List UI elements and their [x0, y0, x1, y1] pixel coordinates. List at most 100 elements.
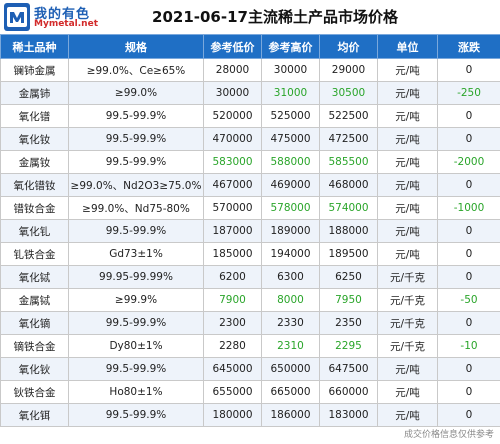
cell-name: 氧化钕 — [0, 127, 69, 151]
cell-change: 0 — [437, 311, 500, 335]
cell-low: 185000 — [203, 242, 262, 266]
column-header-spec: 规格 — [68, 34, 204, 59]
cell-change: -50 — [437, 288, 500, 312]
cell-low: 28000 — [203, 58, 262, 82]
cell-spec: 99.5-99.9% — [68, 104, 204, 128]
cell-unit: 元/吨 — [377, 219, 438, 243]
cell-unit: 元/吨 — [377, 242, 438, 266]
cell-high: 30000 — [261, 58, 320, 82]
column-header-low: 参考低价 — [203, 34, 262, 59]
logo-mark-icon — [4, 3, 30, 31]
cell-change: 0 — [437, 403, 500, 427]
cell-avg: 29000 — [319, 58, 378, 82]
cell-high: 469000 — [261, 173, 320, 197]
price-table: 稀土品种 规格 参考低价 参考高价 均价 单位 涨跌 镧铈金属 ≥99.0%、Ce… — [0, 34, 500, 427]
cell-change: 0 — [437, 127, 500, 151]
table-row: 氧化钆 99.5-99.9% 187000 189000 188000 元/吨 0 — [0, 219, 500, 243]
table-row: 氧化铽 99.95-99.99% 6200 6300 6250 元/千克 0 — [0, 265, 500, 289]
table-row: 氧化镝 99.5-99.9% 2300 2330 2350 元/千克 0 — [0, 311, 500, 335]
table-row: 镨钕合金 ≥99.0%、Nd75-80% 570000 578000 574000 元/吨… — [0, 196, 500, 220]
cell-name: 金属钕 — [0, 150, 69, 174]
cell-name: 镝铁合金 — [0, 334, 69, 358]
column-header-name: 稀土品种 — [0, 34, 69, 59]
cell-unit: 元/千克 — [377, 334, 438, 358]
cell-unit: 元/千克 — [377, 288, 438, 312]
cell-name: 钆铁合金 — [0, 242, 69, 266]
cell-spec: ≥99.0% — [68, 81, 204, 105]
cell-low: 180000 — [203, 403, 262, 427]
cell-avg: 660000 — [319, 380, 378, 404]
cell-high: 578000 — [261, 196, 320, 220]
cell-avg: 6250 — [319, 265, 378, 289]
cell-high: 189000 — [261, 219, 320, 243]
column-header-high: 参考高价 — [261, 34, 320, 59]
cell-high: 194000 — [261, 242, 320, 266]
cell-avg: 2295 — [319, 334, 378, 358]
cell-change: 0 — [437, 242, 500, 266]
cell-avg: 574000 — [319, 196, 378, 220]
cell-avg: 2350 — [319, 311, 378, 335]
table-row: 氧化钬 99.5-99.9% 645000 650000 647500 元/吨 0 — [0, 357, 500, 381]
cell-unit: 元/千克 — [377, 311, 438, 335]
cell-unit: 元/吨 — [377, 81, 438, 105]
logo-chinese-text: 我的有色 — [34, 7, 91, 22]
cell-unit: 元/吨 — [377, 150, 438, 174]
cell-name: 氧化铽 — [0, 265, 69, 289]
cell-spec: 99.5-99.9% — [68, 311, 204, 335]
cell-high: 2330 — [261, 311, 320, 335]
cell-unit: 元/吨 — [377, 357, 438, 381]
cell-low: 645000 — [203, 357, 262, 381]
table-row: 镧铈金属 ≥99.0%、Ce≥65% 28000 30000 29000 元/吨 0 — [0, 58, 500, 82]
cell-spec: 99.95-99.99% — [68, 265, 204, 289]
cell-low: 470000 — [203, 127, 262, 151]
cell-high: 8000 — [261, 288, 320, 312]
site-logo[interactable]: 我的有色 Mymetal.net — [4, 3, 108, 31]
cell-name: 氧化铒 — [0, 403, 69, 427]
cell-low: 7900 — [203, 288, 262, 312]
cell-change: 0 — [437, 58, 500, 82]
cell-avg: 189500 — [319, 242, 378, 266]
column-header-unit: 单位 — [377, 34, 438, 59]
cell-low: 2280 — [203, 334, 262, 358]
cell-unit: 元/吨 — [377, 196, 438, 220]
cell-name: 氧化钬 — [0, 357, 69, 381]
cell-low: 187000 — [203, 219, 262, 243]
cell-spec: ≥99.0%、Nd2O3≥75.0% — [68, 173, 204, 197]
cell-low: 655000 — [203, 380, 262, 404]
cell-unit: 元/千克 — [377, 265, 438, 289]
cell-avg: 7950 — [319, 288, 378, 312]
cell-name: 镨钕合金 — [0, 196, 69, 220]
cell-spec: Gd73±1% — [68, 242, 204, 266]
cell-avg: 468000 — [319, 173, 378, 197]
table-row: 镝铁合金 Dy80±1% 2280 2310 2295 元/千克 -10 — [0, 334, 500, 358]
footer-note: 成交价格信息仅供参考 — [403, 430, 494, 440]
cell-spec: Dy80±1% — [68, 334, 204, 358]
cell-unit: 元/吨 — [377, 58, 438, 82]
cell-name: 金属铽 — [0, 288, 69, 312]
cell-high: 6300 — [261, 265, 320, 289]
cell-avg: 188000 — [319, 219, 378, 243]
cell-spec: ≥99.9% — [68, 288, 204, 312]
cell-low: 520000 — [203, 104, 262, 128]
cell-change: 0 — [437, 173, 500, 197]
column-header-avg: 均价 — [319, 34, 378, 59]
cell-low: 30000 — [203, 81, 262, 105]
cell-name: 氧化镨 — [0, 104, 69, 128]
cell-unit: 元/吨 — [377, 173, 438, 197]
cell-spec: 99.5-99.9% — [68, 127, 204, 151]
table-row: 氧化镨 99.5-99.9% 520000 525000 522500 元/吨 0 — [0, 104, 500, 128]
price-table-body: 镧铈金属 ≥99.0%、Ce≥65% 28000 30000 29000 元/吨 0 金属铈 ≥… — [0, 58, 500, 427]
cell-change: -250 — [437, 81, 500, 105]
table-row: 金属钕 99.5-99.9% 583000 588000 585500 元/吨 -2000 — [0, 150, 500, 174]
cell-change: 0 — [437, 380, 500, 404]
cell-high: 31000 — [261, 81, 320, 105]
cell-high: 525000 — [261, 104, 320, 128]
logo-domain-text: Mymetal.net — [34, 19, 98, 29]
cell-name: 镧铈金属 — [0, 58, 69, 82]
cell-change: 0 — [437, 219, 500, 243]
cell-low: 467000 — [203, 173, 262, 197]
cell-unit: 元/吨 — [377, 127, 438, 151]
cell-change: 0 — [437, 265, 500, 289]
cell-avg: 522500 — [319, 104, 378, 128]
cell-high: 186000 — [261, 403, 320, 427]
